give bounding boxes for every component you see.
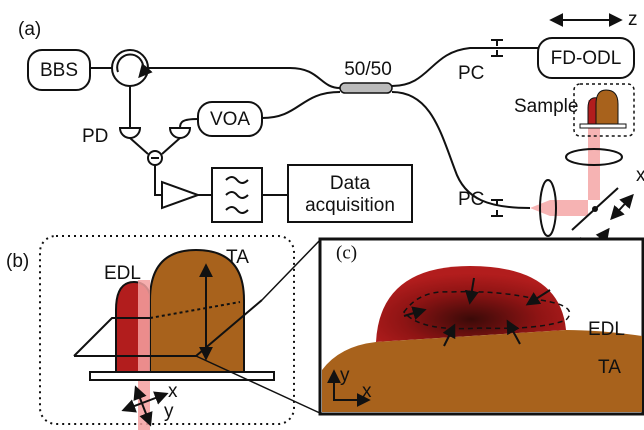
- fiber: [180, 119, 198, 128]
- ta-label: TA: [598, 357, 621, 378]
- pc-label: PC: [458, 63, 484, 84]
- pd-label: PD: [82, 126, 108, 147]
- x-label: x: [168, 381, 178, 402]
- ta-shape: [150, 250, 244, 372]
- y-label: y: [340, 365, 350, 386]
- coupler-label: 50/50: [344, 59, 392, 80]
- z-label: z: [628, 9, 638, 30]
- sample-ta: [596, 90, 618, 124]
- wire: [155, 165, 162, 195]
- voa-label: VOA: [210, 109, 250, 130]
- y-label: y: [164, 401, 174, 422]
- daq-label: acquisition: [305, 195, 395, 216]
- fiber: [148, 68, 340, 88]
- edl-label: EDL: [588, 319, 625, 340]
- mirror-pivot: [592, 206, 598, 212]
- panel-label: (c): [336, 242, 357, 263]
- panel-label: (a): [18, 19, 41, 40]
- fd-odl-label: FD-ODL: [551, 48, 622, 69]
- fiber: [262, 92, 340, 118]
- photodiode: [170, 128, 190, 138]
- sample-label: Sample: [514, 96, 578, 117]
- edl-label: EDL: [104, 263, 141, 284]
- axis-arrow: [612, 196, 632, 218]
- pc-label: PC: [458, 189, 484, 210]
- coupler: [340, 83, 392, 93]
- sample-slide: [580, 124, 626, 128]
- bbs-label: BBS: [40, 60, 78, 81]
- x-label: x: [362, 381, 372, 402]
- panel-label: (b): [6, 251, 29, 272]
- polarization-controller: [491, 200, 503, 216]
- zoom-line: [196, 356, 322, 414]
- x-label: x: [636, 165, 644, 186]
- zoom-line: [262, 238, 322, 300]
- daq-label: Data: [330, 173, 371, 194]
- ta-label: TA: [226, 247, 249, 268]
- amplifier: [162, 182, 198, 208]
- diagram: (a) BBS 50/50 VOA PD Data acquisition PC…: [0, 0, 644, 430]
- photodiode: [120, 128, 140, 138]
